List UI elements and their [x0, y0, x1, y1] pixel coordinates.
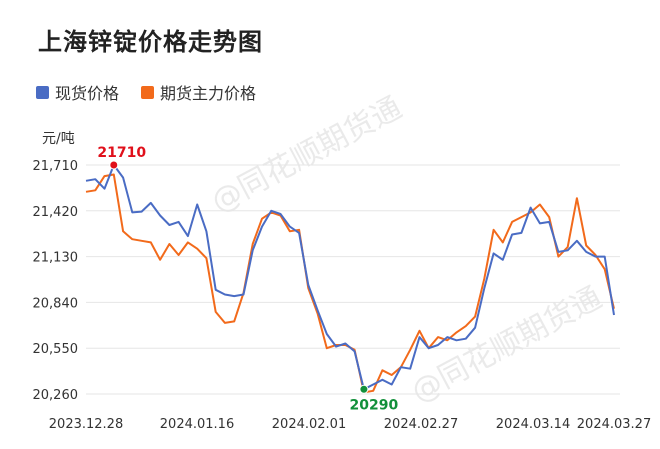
- y-tick-label: 21,710: [33, 159, 79, 174]
- y-tick-label: 21,130: [33, 251, 79, 266]
- legend-item-spot[interactable]: 现货价格: [36, 80, 119, 104]
- x-tick-label: 2024.03.27: [577, 417, 651, 432]
- max-point-marker: [109, 160, 119, 170]
- series-line-spot: [85, 164, 615, 391]
- legend-label-futures: 期货主力价格: [160, 84, 257, 103]
- series-line-futures: [85, 173, 615, 394]
- x-tick-label: 2024.02.01: [272, 417, 346, 432]
- y-tick-label: 20,550: [33, 342, 79, 357]
- max-value-label: 21710: [97, 145, 146, 161]
- x-tick-label: 2024.02.27: [384, 417, 458, 432]
- x-tick-label: 2024.03.14: [496, 417, 570, 432]
- x-tick-label: 2023.12.28: [49, 417, 123, 432]
- legend-item-futures[interactable]: 期货主力价格: [141, 80, 256, 104]
- y-tick-label: 20,260: [33, 388, 79, 403]
- x-tick-label: 2024.01.16: [160, 417, 234, 432]
- y-tick-label: 21,420: [33, 205, 79, 220]
- chart-title: 上海锌锭价格走势图: [38, 28, 263, 56]
- min-point-marker: [359, 384, 369, 394]
- legend-label-spot: 现货价格: [55, 84, 120, 103]
- chart-legend: 现货价格 期货主力价格: [36, 80, 278, 104]
- legend-swatch-spot: [36, 85, 49, 99]
- y-axis-unit: 元/吨: [42, 131, 75, 147]
- y-tick-label: 20,840: [33, 296, 79, 311]
- min-value-label: 20290: [350, 397, 399, 413]
- legend-swatch-futures: [141, 85, 155, 99]
